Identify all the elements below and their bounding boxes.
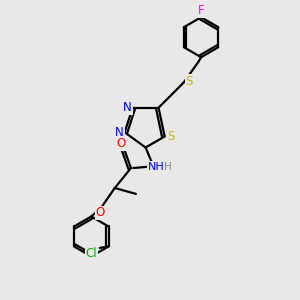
Text: Cl: Cl — [86, 247, 98, 260]
Text: N: N — [115, 126, 124, 139]
Text: S: S — [186, 75, 193, 88]
Text: S: S — [167, 130, 175, 143]
Text: H: H — [164, 162, 172, 172]
Text: NH: NH — [148, 162, 164, 172]
Text: O: O — [116, 137, 126, 151]
Text: F: F — [198, 4, 204, 17]
Text: N: N — [123, 101, 132, 114]
Text: O: O — [95, 206, 105, 220]
